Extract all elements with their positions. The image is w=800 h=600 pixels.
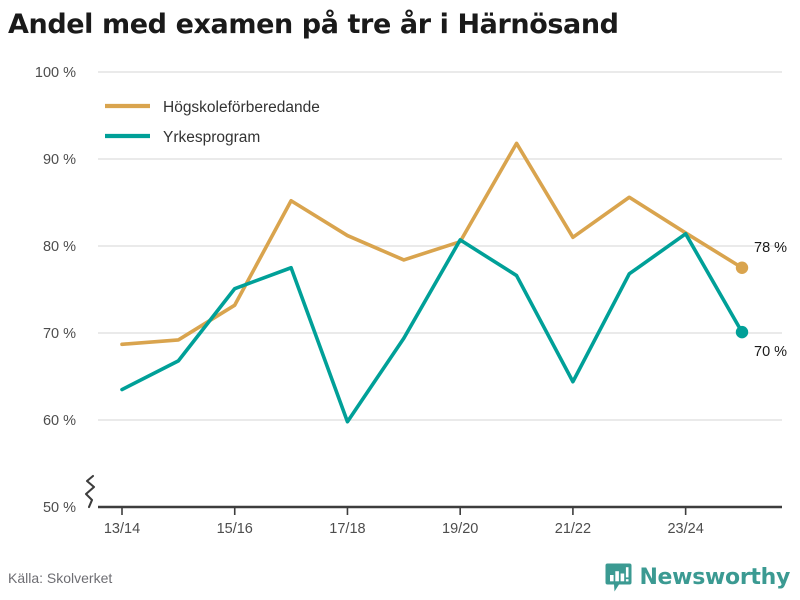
source-note: Källa: Skolverket [8,570,113,586]
legend-label-1: Högskoleförberedande [163,99,320,116]
y-axis-tick-label: 60 % [43,413,76,429]
brand-name: Newsworthy [639,565,790,590]
series-end-label-1: 78 % [754,240,787,256]
x-axis-tick-label: 13/14 [104,521,140,537]
y-axis-break-icon [84,474,96,509]
series-line-1 [120,141,744,347]
series-end-marker-2 [735,325,749,339]
x-axis-tick-label: 17/18 [329,521,365,537]
x-axis-tick-label: 15/16 [217,521,253,537]
y-axis-tick-label: 70 % [43,326,76,342]
line-chart-plot: 50 % 60 % 70 % 80 % 90 % 100 % 13/14 15/16 17/18… [35,65,787,537]
series-end-label-2: 70 % [754,344,787,360]
x-axis-tick-label: 21/22 [555,521,591,537]
x-axis-tick-label: 23/24 [667,521,703,537]
page-title: Andel med examen på tre år i Härnösand [8,9,619,40]
y-axis-tick-label: 50 % [43,500,76,516]
y-axis-tick-label: 90 % [43,152,76,168]
y-axis-tick-label: 100 % [35,65,76,81]
x-axis-tick-label: 19/20 [442,521,478,537]
series-end-marker-1 [735,261,749,274]
series-line-2 [120,232,744,424]
y-axis-tick-label: 80 % [43,239,76,255]
legend-label-2: Yrkesprogram [163,129,260,146]
brand-logo: Newsworthy [605,563,790,593]
bar-chart-speech-bubble-icon [605,563,632,593]
